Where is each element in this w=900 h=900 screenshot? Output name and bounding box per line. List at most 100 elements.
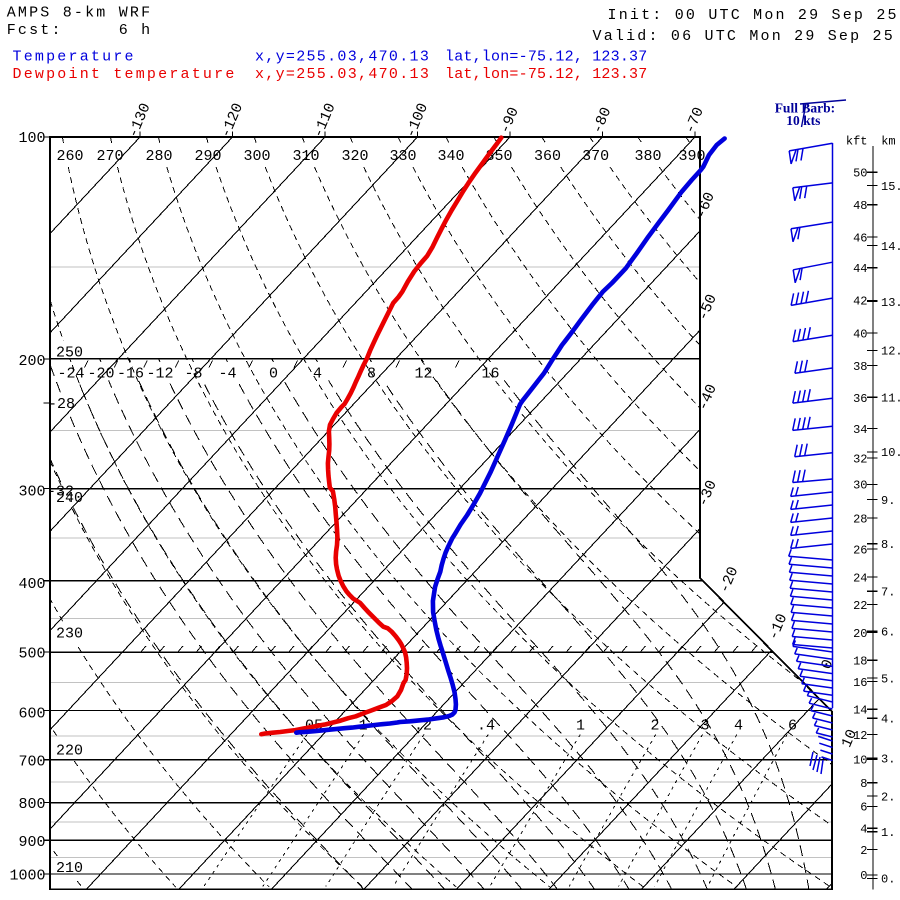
svg-text:16: 16 [853,676,867,690]
svg-text:26: 26 [853,543,867,557]
svg-text:14: 14 [853,704,867,718]
svg-text:220: 220 [56,743,83,760]
svg-text:4: 4 [860,823,867,837]
svg-text:230: 230 [56,626,83,643]
svg-text:15.: 15. [881,180,900,194]
svg-text:AMPS 8-km WRF: AMPS 8-km WRF [7,4,153,21]
svg-text:12: 12 [414,365,432,382]
svg-text:40: 40 [853,327,867,341]
svg-text:500: 500 [18,646,45,663]
svg-text:Valid: 06 UTC Mon 29 Sep 25: Valid: 06 UTC Mon 29 Sep 25 [593,28,895,45]
svg-text:-24: -24 [57,365,84,382]
svg-text:x,y=255.03,470.13: x,y=255.03,470.13 [255,49,430,66]
svg-text:16: 16 [481,365,499,382]
svg-text:kft: kft [846,134,868,148]
svg-text:18: 18 [853,655,867,669]
svg-text:1.: 1. [881,826,895,840]
svg-text:lat,lon=-75.12, 123.37: lat,lon=-75.12, 123.37 [445,66,647,83]
svg-text:280: 280 [145,148,172,165]
svg-text:20: 20 [853,627,867,641]
svg-text:9.: 9. [881,494,895,508]
svg-text:300: 300 [243,148,270,165]
svg-text:10.: 10. [881,446,900,460]
svg-text:4: 4 [734,717,743,734]
svg-text:-8: -8 [184,365,202,382]
svg-text:2: 2 [860,844,867,858]
svg-text:22: 22 [853,599,867,613]
svg-text:30: 30 [853,479,867,493]
svg-text:34: 34 [853,423,867,437]
svg-text:-28: -28 [48,396,75,413]
svg-text:340: 340 [437,148,464,165]
svg-text:Init: 00 UTC Mon 29 Sep 25: Init: 00 UTC Mon 29 Sep 25 [608,7,899,24]
svg-text:.4: .4 [477,717,495,734]
svg-text:36: 36 [853,392,867,406]
svg-text:13.: 13. [881,296,900,310]
svg-text:3.: 3. [881,753,895,767]
svg-text:260: 260 [56,148,83,165]
svg-text:46: 46 [853,231,867,245]
svg-text:7.: 7. [881,586,895,600]
svg-text:360: 360 [534,148,561,165]
svg-text:600: 600 [18,706,45,723]
svg-text:270: 270 [96,148,123,165]
svg-text:8: 8 [860,777,867,791]
svg-text:370: 370 [582,148,609,165]
svg-text:14.: 14. [881,240,900,254]
svg-text:Dewpoint temperature: Dewpoint temperature [13,66,237,83]
svg-text:310: 310 [292,148,319,165]
svg-text:0: 0 [269,365,278,382]
svg-text:6.: 6. [881,626,895,640]
svg-text:42: 42 [853,295,867,309]
svg-text:6: 6 [788,717,797,734]
svg-text:2.: 2. [881,790,895,804]
svg-text:10: 10 [838,727,861,750]
svg-text:6: 6 [860,801,867,815]
svg-text:1000: 1000 [9,867,45,884]
svg-text:8.: 8. [881,538,895,552]
svg-text:900: 900 [18,834,45,851]
svg-text:250: 250 [56,345,83,362]
svg-text:3: 3 [700,717,709,734]
svg-text:12.: 12. [881,345,900,359]
svg-text:240: 240 [56,490,83,507]
svg-text:48: 48 [853,199,867,213]
svg-text:44: 44 [853,262,867,276]
svg-text:x,y=255.03,470.13: x,y=255.03,470.13 [255,66,430,83]
svg-text:-20: -20 [87,365,114,382]
svg-text:1: 1 [576,717,585,734]
svg-text:10 kts: 10 kts [786,113,820,128]
svg-text:330: 330 [389,148,416,165]
svg-text:100: 100 [18,130,45,147]
svg-text:200: 200 [18,353,45,370]
svg-text:Temperature: Temperature [13,49,136,66]
svg-text:-4: -4 [218,365,236,382]
svg-text:-16: -16 [117,365,144,382]
svg-text:Fcst:: Fcst: [7,22,63,39]
svg-text:300: 300 [18,484,45,501]
svg-text:400: 400 [18,576,45,593]
svg-text:2: 2 [650,717,659,734]
svg-text:390: 390 [678,148,705,165]
svg-text:5.: 5. [881,672,895,686]
svg-text:24: 24 [853,571,867,585]
svg-text:32: 32 [853,452,867,466]
svg-text:8: 8 [367,365,376,382]
svg-text:50: 50 [853,167,867,181]
svg-text:11.: 11. [881,391,900,405]
svg-text:0.: 0. [881,873,895,887]
svg-text:380: 380 [634,148,661,165]
svg-text:4: 4 [313,365,322,382]
svg-text:38: 38 [853,360,867,374]
svg-text:290: 290 [194,148,221,165]
svg-text:lat,lon=-75.12, 123.37: lat,lon=-75.12, 123.37 [445,49,647,66]
svg-text:km: km [881,134,895,148]
svg-text:10: 10 [853,754,867,768]
svg-text:6 h: 6 h [119,22,153,39]
svg-text:12: 12 [853,729,867,743]
svg-text:0: 0 [860,869,867,883]
svg-text:210: 210 [56,860,83,877]
svg-text:28: 28 [853,512,867,526]
svg-text:4.: 4. [881,713,895,727]
svg-text:800: 800 [18,796,45,813]
